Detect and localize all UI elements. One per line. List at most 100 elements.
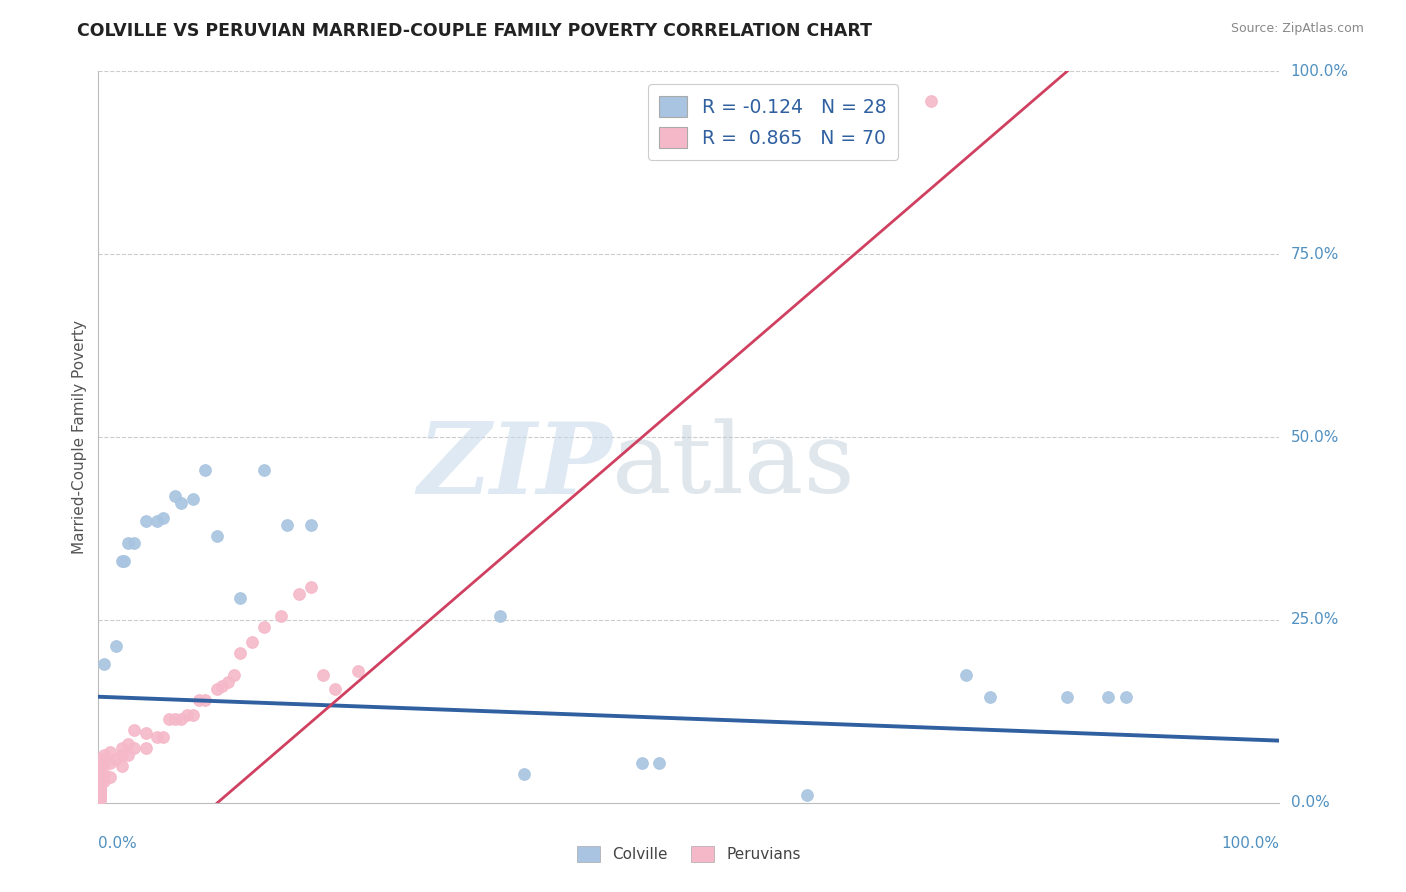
- Point: [98, 756, 121, 770]
- Point: [152, 510, 174, 524]
- Point: [117, 748, 139, 763]
- Point: [920, 94, 942, 108]
- Point: [979, 690, 1001, 704]
- Point: [796, 789, 818, 803]
- Point: [93, 766, 115, 780]
- Point: [89, 785, 111, 799]
- Point: [205, 682, 228, 697]
- Point: [217, 675, 239, 690]
- Point: [89, 759, 111, 773]
- Point: [170, 712, 193, 726]
- Point: [89, 770, 111, 784]
- Point: [489, 609, 512, 624]
- Point: [205, 529, 228, 543]
- Point: [1115, 690, 1137, 704]
- Text: 100.0%: 100.0%: [1291, 64, 1348, 78]
- Point: [117, 737, 139, 751]
- Point: [512, 766, 534, 780]
- Point: [170, 496, 193, 510]
- Point: [648, 756, 671, 770]
- Point: [89, 789, 111, 803]
- Point: [112, 554, 135, 568]
- Point: [89, 781, 111, 796]
- Point: [181, 492, 204, 507]
- Point: [89, 785, 111, 799]
- Point: [165, 712, 187, 726]
- Point: [89, 756, 111, 770]
- Point: [89, 792, 111, 806]
- Point: [146, 730, 169, 744]
- Point: [288, 587, 311, 601]
- Text: 50.0%: 50.0%: [1291, 430, 1339, 444]
- Point: [89, 756, 111, 770]
- Text: Source: ZipAtlas.com: Source: ZipAtlas.com: [1230, 22, 1364, 36]
- Legend: Colville, Peruvians: Colville, Peruvians: [571, 840, 807, 868]
- Point: [157, 712, 180, 726]
- Point: [89, 759, 111, 773]
- Point: [135, 740, 157, 755]
- Point: [165, 489, 187, 503]
- Point: [117, 536, 139, 550]
- Point: [89, 789, 111, 803]
- Point: [270, 609, 292, 624]
- Text: 25.0%: 25.0%: [1291, 613, 1339, 627]
- Point: [630, 756, 652, 770]
- Point: [122, 723, 145, 737]
- Point: [135, 726, 157, 740]
- Point: [89, 781, 111, 796]
- Point: [253, 463, 276, 477]
- Point: [276, 517, 298, 532]
- Text: 0.0%: 0.0%: [98, 836, 138, 851]
- Point: [89, 789, 111, 803]
- Point: [98, 770, 121, 784]
- Point: [89, 752, 111, 766]
- Point: [111, 759, 134, 773]
- Point: [89, 752, 111, 766]
- Text: COLVILLE VS PERUVIAN MARRIED-COUPLE FAMILY POVERTY CORRELATION CHART: COLVILLE VS PERUVIAN MARRIED-COUPLE FAMI…: [77, 22, 872, 40]
- Point: [111, 740, 134, 755]
- Point: [312, 667, 335, 681]
- Text: atlas: atlas: [612, 418, 855, 514]
- Point: [1056, 690, 1078, 704]
- Point: [135, 514, 157, 528]
- Point: [181, 708, 204, 723]
- Point: [89, 789, 111, 803]
- Point: [253, 620, 276, 634]
- Point: [229, 646, 252, 660]
- Point: [89, 792, 111, 806]
- Point: [111, 554, 134, 568]
- Point: [89, 766, 111, 780]
- Point: [89, 778, 111, 792]
- Point: [105, 639, 128, 653]
- Point: [194, 693, 217, 707]
- Point: [229, 591, 252, 605]
- Point: [955, 667, 977, 681]
- Point: [211, 679, 233, 693]
- Point: [98, 745, 121, 759]
- Point: [93, 748, 115, 763]
- Point: [89, 792, 111, 806]
- Text: 75.0%: 75.0%: [1291, 247, 1339, 261]
- Point: [187, 693, 209, 707]
- Point: [299, 517, 322, 532]
- Point: [347, 664, 370, 678]
- Point: [299, 580, 322, 594]
- Point: [194, 463, 217, 477]
- Point: [89, 778, 111, 792]
- Text: ZIP: ZIP: [418, 418, 612, 515]
- Text: 100.0%: 100.0%: [1222, 836, 1279, 851]
- Point: [1097, 690, 1119, 704]
- Point: [240, 635, 263, 649]
- Point: [89, 785, 111, 799]
- Text: 0.0%: 0.0%: [1291, 796, 1329, 810]
- Point: [105, 752, 128, 766]
- Point: [176, 708, 198, 723]
- Point: [224, 667, 246, 681]
- Point: [89, 756, 111, 770]
- Point: [146, 514, 169, 528]
- Point: [122, 740, 145, 755]
- Point: [89, 766, 111, 780]
- Point: [111, 748, 134, 763]
- Point: [89, 781, 111, 796]
- Point: [89, 792, 111, 806]
